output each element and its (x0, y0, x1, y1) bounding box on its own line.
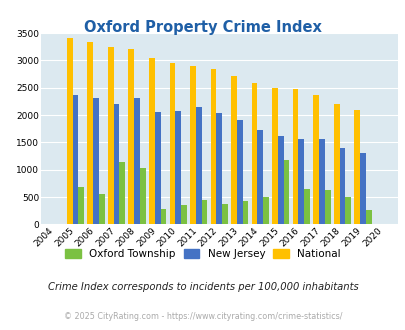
Text: Oxford Property Crime Index: Oxford Property Crime Index (84, 20, 321, 35)
Bar (67, 38, 72, 224)
Bar (313, 95, 318, 224)
Bar (303, 189, 309, 224)
Bar (251, 83, 257, 224)
Bar (93, 98, 99, 224)
Bar (271, 88, 277, 224)
Bar (236, 120, 242, 224)
Bar (359, 153, 365, 224)
Bar (277, 136, 283, 224)
Text: © 2025 CityRating.com - https://www.cityrating.com/crime-statistics/: © 2025 CityRating.com - https://www.city… (64, 312, 341, 321)
Bar (365, 210, 371, 224)
Bar (128, 50, 134, 224)
Legend: Oxford Township, New Jersey, National: Oxford Township, New Jersey, National (61, 245, 344, 263)
Bar (140, 168, 145, 224)
Bar (181, 205, 186, 224)
Bar (201, 200, 207, 224)
Bar (230, 76, 236, 224)
Bar (216, 113, 222, 224)
Bar (160, 209, 166, 224)
Bar (298, 139, 303, 224)
Bar (169, 63, 175, 224)
Bar (99, 194, 104, 224)
Bar (333, 104, 339, 224)
Bar (154, 112, 160, 224)
Bar (242, 201, 248, 224)
Bar (134, 98, 140, 224)
Bar (113, 104, 119, 224)
Bar (87, 42, 93, 224)
Bar (72, 95, 78, 224)
Bar (222, 204, 227, 224)
Bar (345, 196, 350, 224)
Bar (339, 148, 345, 224)
Bar (195, 107, 201, 224)
Bar (190, 66, 195, 224)
Bar (175, 112, 181, 224)
Text: Crime Index corresponds to incidents per 100,000 inhabitants: Crime Index corresponds to incidents per… (47, 282, 358, 292)
Bar (262, 196, 268, 224)
Bar (324, 190, 330, 224)
Bar (108, 47, 113, 224)
Bar (354, 110, 359, 224)
Bar (119, 161, 125, 224)
Bar (318, 139, 324, 224)
Bar (283, 160, 289, 224)
Bar (210, 69, 216, 224)
Bar (149, 58, 154, 224)
Bar (78, 187, 84, 224)
Bar (257, 130, 262, 224)
Bar (292, 89, 298, 224)
